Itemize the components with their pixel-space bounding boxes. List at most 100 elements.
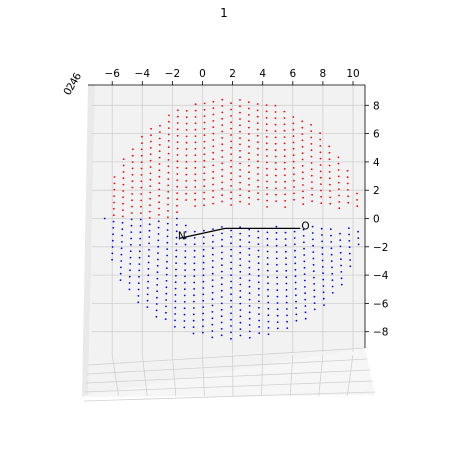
- red-point: [301, 120, 304, 123]
- red-point: [266, 167, 268, 170]
- blue-point: [121, 241, 123, 243]
- red-point: [212, 120, 215, 122]
- red-point: [248, 145, 250, 148]
- blue-point: [202, 319, 204, 321]
- x-tick-label: 10: [346, 68, 359, 80]
- blue-point: [230, 229, 233, 232]
- blue-point: [286, 327, 289, 329]
- red-point: [302, 177, 304, 180]
- red-point: [149, 191, 152, 194]
- blue-point: [276, 263, 278, 266]
- red-point: [284, 206, 287, 209]
- z-tick-label: −6: [373, 298, 389, 310]
- red-point: [292, 167, 295, 169]
- red-point: [185, 129, 188, 131]
- red-point: [221, 187, 224, 190]
- red-point: [257, 185, 259, 188]
- blue-point: [183, 313, 186, 316]
- red-point: [203, 121, 206, 124]
- red-point: [212, 164, 215, 167]
- red-point: [140, 193, 143, 195]
- back-pane: [88, 85, 365, 395]
- blue-point: [220, 289, 223, 292]
- red-point: [140, 212, 142, 215]
- red-point: [274, 117, 277, 120]
- blue-point: [313, 283, 315, 285]
- blue-point: [128, 282, 131, 284]
- blue-point: [230, 274, 233, 276]
- blue-point: [147, 280, 150, 283]
- floor-gridline: [84, 380, 373, 393]
- red-point: [185, 116, 188, 119]
- blue-point: [156, 296, 158, 299]
- blue-point: [184, 269, 187, 271]
- red-point: [221, 181, 224, 184]
- blue-point: [156, 271, 159, 274]
- red-point: [149, 204, 151, 207]
- red-point: [230, 191, 233, 194]
- red-point: [203, 147, 206, 149]
- blue-point: [129, 250, 132, 253]
- red-point: [284, 174, 286, 177]
- red-point: [337, 162, 340, 165]
- axis-lines: [88, 84, 366, 348]
- blue-point: [137, 282, 140, 285]
- red-point: [328, 158, 331, 161]
- blue-point: [137, 301, 140, 304]
- y-tick-label: 2: [64, 81, 78, 93]
- left-pane: [82, 85, 95, 397]
- red-point: [230, 153, 233, 156]
- red-point: [167, 133, 170, 136]
- blue-point: [267, 327, 270, 329]
- blue-point: [267, 288, 269, 291]
- blue-point: [285, 269, 288, 272]
- blue-point: [294, 262, 297, 265]
- blue-point: [276, 314, 279, 317]
- blue-point: [130, 224, 133, 227]
- blue-point: [174, 319, 176, 322]
- red-point: [150, 127, 153, 130]
- red-point: [158, 194, 161, 197]
- blue-point: [139, 237, 142, 240]
- blue-point: [275, 238, 278, 241]
- blue-point: [248, 311, 251, 314]
- blue-point: [138, 275, 140, 278]
- red-point: [140, 154, 143, 157]
- blue-point: [175, 249, 178, 252]
- red-point: [167, 197, 170, 200]
- red-point: [301, 133, 304, 136]
- blue-point: [156, 277, 159, 280]
- blue-point: [157, 245, 160, 248]
- blue-point: [349, 259, 351, 261]
- red-point: [230, 146, 233, 149]
- red-point: [167, 190, 170, 193]
- red-point: [203, 140, 206, 143]
- blue-point: [258, 306, 260, 309]
- blue-point: [193, 243, 196, 246]
- red-point: [338, 194, 340, 197]
- red-point: [292, 122, 295, 125]
- blue-point: [311, 225, 314, 228]
- blue-point: [239, 334, 242, 337]
- red-point: [203, 134, 206, 137]
- blue-point: [313, 295, 316, 298]
- red-point: [266, 174, 268, 177]
- red-point: [301, 126, 304, 129]
- red-point: [185, 199, 188, 201]
- red-point: [194, 154, 197, 157]
- red-point: [257, 198, 259, 201]
- blue-point: [130, 218, 133, 221]
- blue-point: [156, 290, 159, 293]
- red-point: [185, 186, 188, 189]
- red-point: [310, 149, 313, 152]
- red-point: [221, 117, 224, 120]
- red-point: [293, 186, 295, 188]
- red-point: [292, 135, 295, 138]
- blue-point: [239, 226, 242, 229]
- red-point: [239, 99, 241, 101]
- blue-point: [148, 248, 150, 251]
- blue-point: [212, 234, 214, 237]
- red-point: [274, 104, 277, 107]
- blue-point: [202, 274, 205, 277]
